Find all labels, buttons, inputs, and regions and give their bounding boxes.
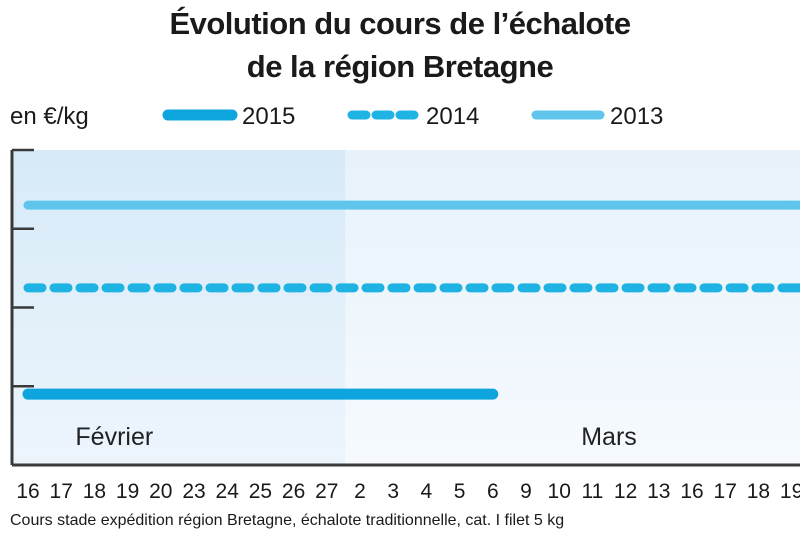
x-tick-label: 24	[216, 480, 240, 503]
x-tick-label: 25	[249, 480, 272, 503]
x-tick-label: 11	[581, 480, 603, 503]
plot-background-mars	[345, 150, 800, 465]
legend-label-2013: 2013	[610, 103, 663, 130]
x-tick-label: 26	[282, 480, 305, 503]
x-tick-label: 23	[182, 480, 205, 503]
x-tick-label: 18	[83, 480, 106, 503]
x-tick-label: 6	[487, 480, 499, 503]
x-tick-label: 13	[647, 480, 670, 503]
x-tick-label: 10	[548, 480, 571, 503]
x-tick-label: 18	[747, 480, 770, 503]
x-tick-label: 17	[50, 480, 73, 503]
x-tick-label: 5	[454, 480, 466, 503]
x-tick-label: 9	[520, 480, 532, 503]
chart-title-line-1: Évolution du cours de l’échalote	[169, 6, 631, 41]
y-axis-unit-label: en €/kg	[10, 103, 89, 130]
x-tick-label: 17	[714, 480, 737, 503]
x-tick-label: 3	[387, 480, 399, 503]
footnote: Cours stade expédition région Bretagne, …	[10, 512, 565, 529]
chart-title-line-2: de la région Bretagne	[246, 49, 554, 84]
x-tick-label: 20	[149, 480, 172, 503]
month-label: Février	[75, 423, 153, 451]
x-tick-label: 12	[614, 480, 637, 503]
legend-label-2014: 2014	[426, 103, 479, 130]
x-tick-label: 16	[680, 480, 703, 503]
x-tick-label: 19	[780, 480, 800, 503]
legend-label-2015: 2015	[242, 103, 295, 130]
plot-background-fevrier	[12, 150, 346, 465]
x-tick-label: 16	[16, 480, 39, 503]
x-tick-label: 19	[116, 480, 139, 503]
x-tick-label: 27	[315, 480, 338, 503]
x-tick-label: 2	[354, 480, 366, 503]
month-label: Mars	[581, 423, 637, 451]
x-tick-label: 4	[421, 480, 433, 503]
